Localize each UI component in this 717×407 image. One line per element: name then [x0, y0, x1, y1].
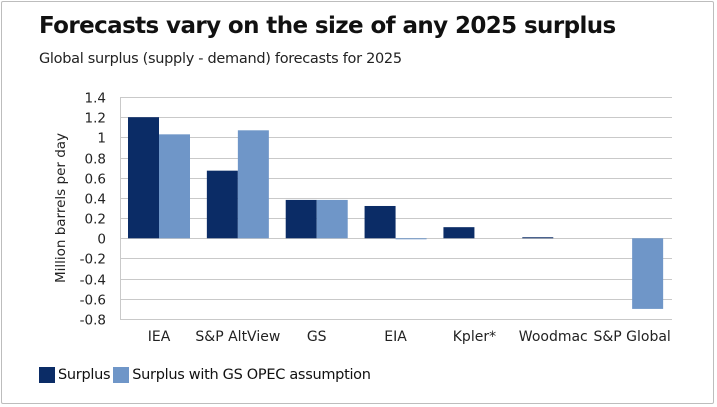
bar-surplus [128, 117, 159, 239]
y-tick-label: -0.6 [80, 293, 106, 309]
x-tick-label: S&P AltView [195, 329, 280, 345]
x-tick-label: Kpler* [453, 329, 496, 345]
bar-surplus-gs [159, 134, 190, 239]
y-tick-label: 0.4 [85, 192, 106, 208]
y-tick-label: 0.8 [85, 152, 106, 168]
y-tick-label: 0 [97, 232, 106, 248]
bar-surplus-gs [316, 199, 348, 239]
y-tick-label: 0.2 [85, 212, 106, 228]
bar-surplus [285, 199, 317, 239]
bar-surplus-gs [395, 238, 427, 240]
bar-surplus [522, 237, 554, 239]
bar-surplus [443, 227, 475, 239]
legend-swatch-surplus [39, 367, 55, 383]
bar-surplus-gs [237, 130, 269, 239]
y-tick-label: -0.8 [80, 313, 106, 329]
legend: Surplus Surplus with GS OPEC assumption [39, 367, 374, 383]
x-tick-label: IEA [148, 329, 171, 345]
x-tick-label: Woodmac [519, 329, 588, 345]
legend-item-surplus: Surplus [39, 367, 111, 383]
y-axis-label: Million barrels per day [53, 133, 69, 283]
bars [128, 117, 664, 309]
chart-title: Forecasts vary on the size of any 2025 s… [39, 13, 616, 39]
x-tick-labels: IEA S&P AltView GS EIA Kpler* Woodmac S&P Glob… [148, 329, 671, 345]
legend-label-surplus-gs: Surplus with GS OPEC assumption [132, 367, 371, 383]
gridlines [120, 97, 672, 320]
x-tick-label: EIA [384, 329, 407, 345]
bar-surplus [364, 205, 396, 239]
y-tick-label: 0.6 [85, 172, 106, 188]
y-tick-label: 1.4 [85, 91, 106, 107]
bar-surplus-gs [632, 238, 664, 309]
y-tick-label: 1.2 [85, 111, 106, 127]
chart-subtitle: Global surplus (supply - demand) forecas… [39, 51, 402, 67]
y-tick-labels: 1.4 1.2 1 0.8 0.6 0.4 0.2 0 -0.2 -0.4 -0.6 -0.8 [80, 91, 106, 329]
legend-item-surplus-gs: Surplus with GS OPEC assumption [113, 367, 371, 383]
legend-label-surplus: Surplus [58, 367, 111, 383]
y-tick-label: -0.4 [80, 273, 106, 289]
bar-surplus [206, 170, 238, 239]
y-tick-label: -0.2 [80, 252, 106, 268]
x-tick-label: GS [307, 329, 327, 345]
y-tick-label: 1 [97, 131, 106, 147]
legend-swatch-surplus-gs [113, 367, 130, 383]
x-tick-label: S&P Global [593, 329, 670, 345]
